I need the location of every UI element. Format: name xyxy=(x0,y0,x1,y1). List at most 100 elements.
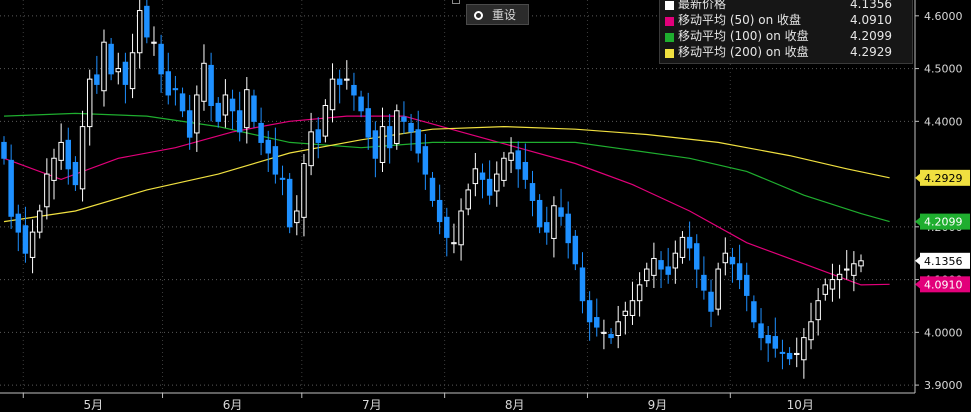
candle-up xyxy=(858,260,864,267)
candle-up xyxy=(801,337,807,361)
candle-up xyxy=(451,242,457,245)
candle-down xyxy=(179,93,186,112)
price-tag-arrow xyxy=(915,216,921,227)
candle-down xyxy=(701,274,707,291)
candle-up xyxy=(51,157,57,181)
x-tick-label: 5月 xyxy=(83,398,103,412)
candlesticks xyxy=(1,0,864,379)
candle-down xyxy=(415,129,421,154)
ma-line xyxy=(3,112,890,223)
candle-down xyxy=(736,263,743,281)
reset-label: 重设 xyxy=(492,8,517,22)
candle-down xyxy=(429,177,436,201)
candle-up xyxy=(458,210,464,246)
reset-dot-icon xyxy=(474,11,483,20)
candle-up xyxy=(722,252,729,264)
candle-up xyxy=(508,152,514,161)
candle-down xyxy=(315,129,321,143)
price-tag xyxy=(920,252,970,269)
candle-down xyxy=(772,336,779,349)
candle-up xyxy=(636,284,643,302)
candle-up xyxy=(829,279,836,290)
candle-down xyxy=(479,172,486,180)
candle-down xyxy=(586,300,593,323)
candle-up xyxy=(244,89,250,129)
candle-down xyxy=(1,141,7,159)
y-axis: 4.60004.50004.40004.20004.10004.00003.90… xyxy=(914,0,963,393)
candle-down xyxy=(779,351,786,354)
candle-down xyxy=(436,199,443,223)
y-tick-label: 4.0000 xyxy=(924,326,963,339)
candle-up xyxy=(836,273,843,281)
candle-down xyxy=(536,199,543,228)
ma-line xyxy=(3,125,890,223)
y-tick-label: 3.9000 xyxy=(924,379,963,392)
candle-down xyxy=(522,161,529,180)
candle-down xyxy=(8,159,14,217)
x-tick-label: 9月 xyxy=(648,398,668,412)
candle-down xyxy=(744,274,750,296)
legend-row-ma100: 移动平均 (100) on 收盘 4.2099 xyxy=(678,28,892,44)
candle-up xyxy=(651,257,657,276)
candle-up xyxy=(808,321,814,341)
candle-down xyxy=(558,207,564,217)
x-tick-label: 10月 xyxy=(787,398,814,412)
candle-up xyxy=(815,300,821,321)
candle-up xyxy=(294,210,300,224)
candle-down xyxy=(351,84,357,96)
candle-down xyxy=(165,71,171,96)
candle-down xyxy=(229,98,236,112)
candle-down xyxy=(694,243,700,270)
legend-name: 移动平均 (50) on 收盘 xyxy=(678,13,802,27)
legend-value: 4.2929 xyxy=(850,45,892,59)
candle-up xyxy=(201,62,207,102)
candle-up xyxy=(58,141,64,161)
candle-down xyxy=(401,116,407,122)
candle-up xyxy=(222,94,229,116)
candle-up xyxy=(29,231,36,258)
candle-down xyxy=(529,183,536,201)
candle-down xyxy=(765,335,771,344)
y-tick-label: 4.6000 xyxy=(924,10,963,23)
price-tag xyxy=(920,276,970,293)
candle-up xyxy=(194,94,200,134)
ma-line xyxy=(3,115,890,286)
candle-down xyxy=(365,108,371,138)
moving-average-lines xyxy=(3,112,890,286)
candle-up xyxy=(344,78,350,81)
legend-name: 移动平均 (100) on 收盘 xyxy=(678,29,809,43)
x-tick-label: 8月 xyxy=(505,398,525,412)
candle-down xyxy=(758,323,764,339)
candle-up xyxy=(136,10,143,54)
collapse-icon[interactable] xyxy=(452,0,460,4)
candle-up xyxy=(329,78,336,111)
price-tag xyxy=(920,169,970,186)
candle-down xyxy=(372,130,379,159)
x-tick-label: 6月 xyxy=(223,398,243,412)
candle-up xyxy=(622,310,629,316)
legend-name: 最新价格 xyxy=(678,0,727,11)
candle-down xyxy=(594,317,600,328)
candle-up xyxy=(465,189,471,210)
candle-up xyxy=(301,163,307,218)
legend-panel: 最新价格 4.1356 移动平均 (50) on 收盘 4.0910 移动平均 (1… xyxy=(659,0,913,64)
candle-down xyxy=(172,88,179,91)
price-tag-label: 4.0910 xyxy=(924,278,963,291)
candle-down xyxy=(265,139,271,154)
candle-down xyxy=(251,95,257,122)
legend-swatch-price xyxy=(665,1,674,10)
candle-down xyxy=(336,78,343,85)
candle-up xyxy=(679,236,686,258)
candle-up xyxy=(715,268,721,310)
candle-up xyxy=(322,105,329,137)
candle-down xyxy=(486,178,493,196)
candle-up xyxy=(129,52,136,90)
candle-up xyxy=(672,252,679,269)
candle-up xyxy=(793,352,800,355)
candle-down xyxy=(108,43,114,75)
candle-up xyxy=(86,78,93,128)
reset-button[interactable]: 重设 xyxy=(466,4,529,25)
candle-down xyxy=(686,236,693,249)
legend-value: 4.2099 xyxy=(850,29,892,43)
